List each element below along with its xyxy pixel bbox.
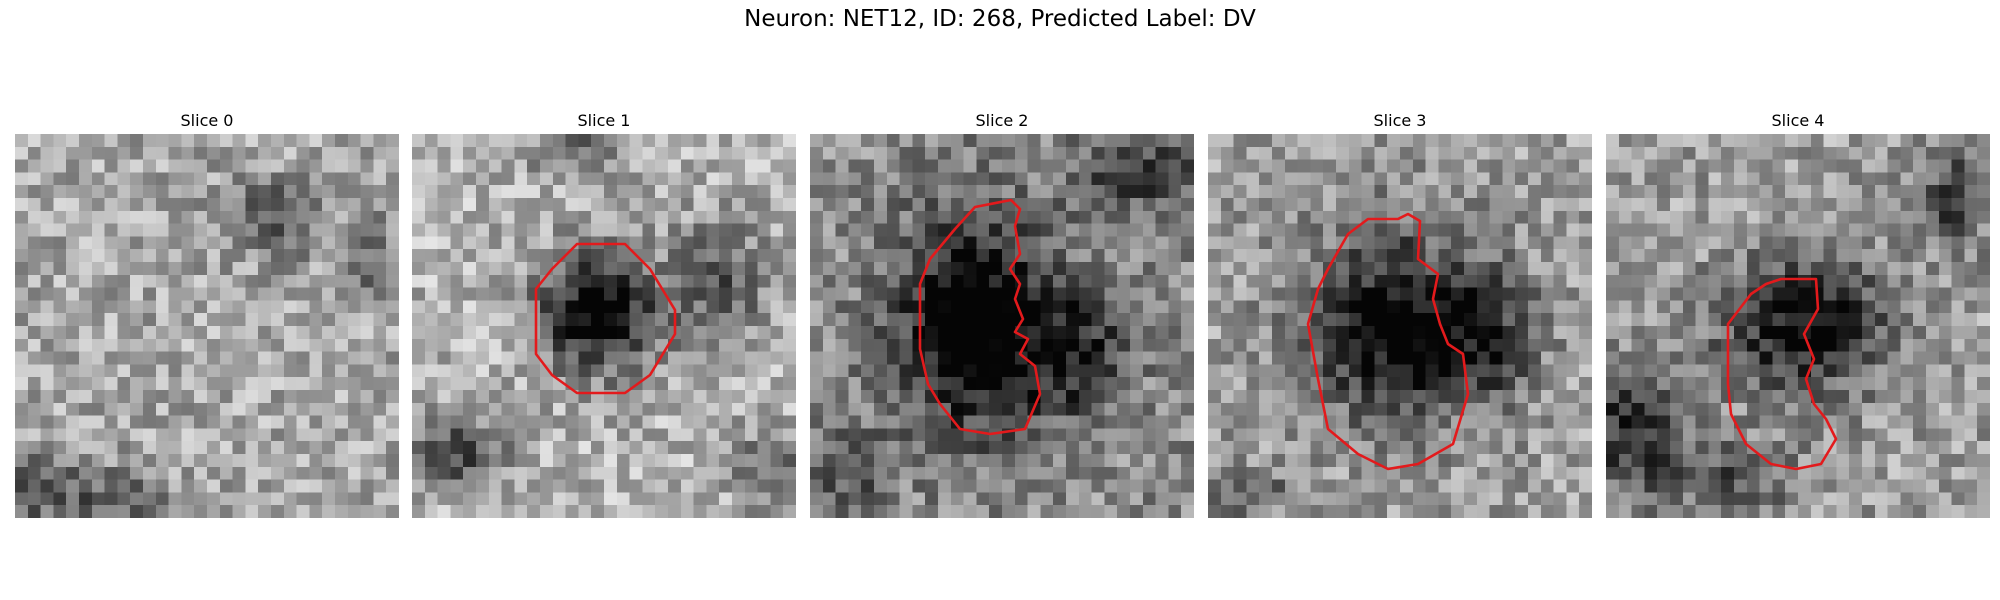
slice-1-pixels	[412, 134, 796, 518]
slice-panel-2: Slice 2	[810, 110, 1194, 518]
slice-title-0: Slice 0	[180, 111, 234, 130]
slice-title-4: Slice 4	[1771, 111, 1825, 130]
neuron-contour-2	[918, 198, 1042, 436]
slice-image-4	[1606, 134, 1990, 518]
slice-1-overlay	[534, 242, 677, 395]
slice-title-1: Slice 1	[577, 111, 631, 130]
slice-panel-3: Slice 3	[1208, 110, 1592, 518]
neuron-contour-4	[1726, 277, 1838, 471]
slice-4-pixels	[1606, 134, 1990, 518]
slice-title-3: Slice 3	[1373, 111, 1427, 130]
figure-title: Neuron: NET12, ID: 268, Predicted Label:…	[744, 6, 1256, 32]
slice-4-overlay	[1726, 277, 1838, 471]
neuron-contour-1	[534, 242, 677, 395]
slice-image-3	[1208, 134, 1592, 518]
slice-title-2: Slice 2	[975, 111, 1029, 130]
slice-image-0	[15, 134, 399, 518]
slice-0-overlay	[15, 134, 399, 518]
slice-panel-4: Slice 4	[1606, 110, 1990, 518]
slice-3-overlay	[1306, 212, 1470, 471]
slice-2-pixels	[810, 134, 1194, 518]
slice-2-overlay	[918, 198, 1042, 436]
slice-3-pixels	[1208, 134, 1592, 518]
slice-image-2	[810, 134, 1194, 518]
slice-panel-0: Slice 0	[15, 110, 399, 518]
slice-panel-1: Slice 1	[412, 110, 796, 518]
neuron-contour-3	[1306, 212, 1470, 471]
slice-0-pixels	[15, 134, 399, 518]
slice-image-1	[412, 134, 796, 518]
